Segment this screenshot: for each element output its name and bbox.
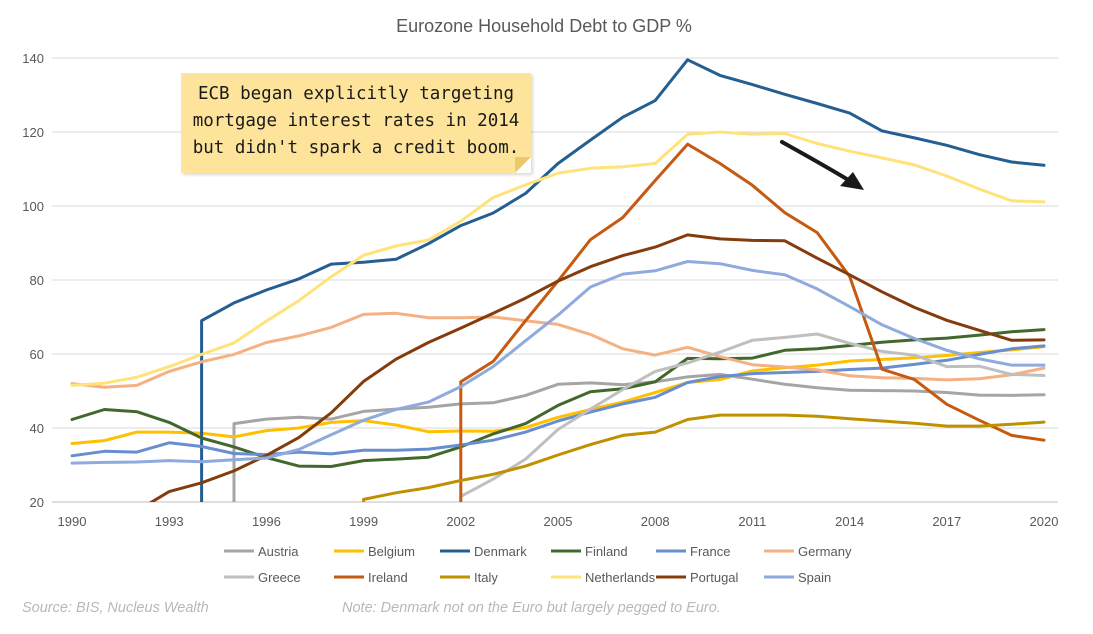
series-line-denmark [200, 58, 1046, 502]
annotation-callout: ECB began explicitly targeting mortgage … [181, 73, 531, 173]
legend-label: Netherlands [585, 570, 656, 585]
x-tick-label: 2014 [835, 514, 864, 529]
series-line-italy [362, 413, 1046, 502]
y-tick-label: 60 [30, 347, 44, 362]
x-tick-label: 2011 [738, 514, 766, 529]
series-lines [70, 58, 1046, 502]
annotation-text: ECB began explicitly targeting mortgage … [192, 84, 520, 158]
legend: Austria Belgium Denmark Finland France German… [224, 544, 852, 585]
legend-label: Italy [474, 570, 498, 585]
legend-label: Spain [798, 570, 831, 585]
x-tick-label: 2020 [1030, 514, 1059, 529]
note-folded-corner [515, 157, 531, 173]
y-axis: 20 40 60 80 100 120 140 [22, 51, 44, 510]
x-tick-label: 2005 [544, 514, 573, 529]
series-line-germany [70, 311, 1046, 389]
series-line-belgium [70, 345, 1046, 445]
legend-label: Finland [585, 544, 628, 559]
x-tick-label: 1993 [155, 514, 184, 529]
chart-title: Eurozone Household Debt to GDP % [396, 16, 692, 36]
legend-label: France [690, 544, 730, 559]
series-line-austria [232, 372, 1046, 502]
series-line-netherlands [70, 130, 1046, 387]
y-tick-label: 140 [22, 51, 44, 66]
legend-label: Portugal [690, 570, 739, 585]
series-line-spain [70, 260, 1046, 465]
y-tick-label: 20 [30, 495, 44, 510]
downward-trend-arrow [780, 140, 864, 190]
legend-label: Germany [798, 544, 852, 559]
series-line-finland [70, 328, 1046, 468]
series-line-france [70, 344, 1046, 458]
y-tick-label: 40 [30, 421, 44, 436]
legend-label: Ireland [368, 570, 408, 585]
x-tick-label: 2008 [641, 514, 670, 529]
denmark-note: Note: Denmark not on the Euro but largel… [342, 600, 721, 616]
x-axis: 1990 1993 1996 1999 2002 2005 2008 2011 2014 2017… [58, 514, 1059, 529]
x-tick-label: 1996 [252, 514, 281, 529]
x-tick-label: 2002 [446, 514, 475, 529]
x-tick-label: 2017 [932, 514, 961, 529]
legend-label: Austria [258, 544, 299, 559]
x-tick-label: 1990 [58, 514, 87, 529]
legend-label: Belgium [368, 544, 415, 559]
y-tick-label: 80 [30, 273, 44, 288]
legend-label: Denmark [474, 544, 527, 559]
source-note: Source: BIS, Nucleus Wealth [22, 600, 209, 616]
y-tick-label: 100 [22, 199, 44, 214]
y-tick-label: 120 [22, 125, 44, 140]
legend-label: Greece [258, 570, 301, 585]
x-tick-label: 1999 [349, 514, 378, 529]
series-line-greece [459, 332, 1046, 502]
series-line-ireland [459, 142, 1046, 502]
